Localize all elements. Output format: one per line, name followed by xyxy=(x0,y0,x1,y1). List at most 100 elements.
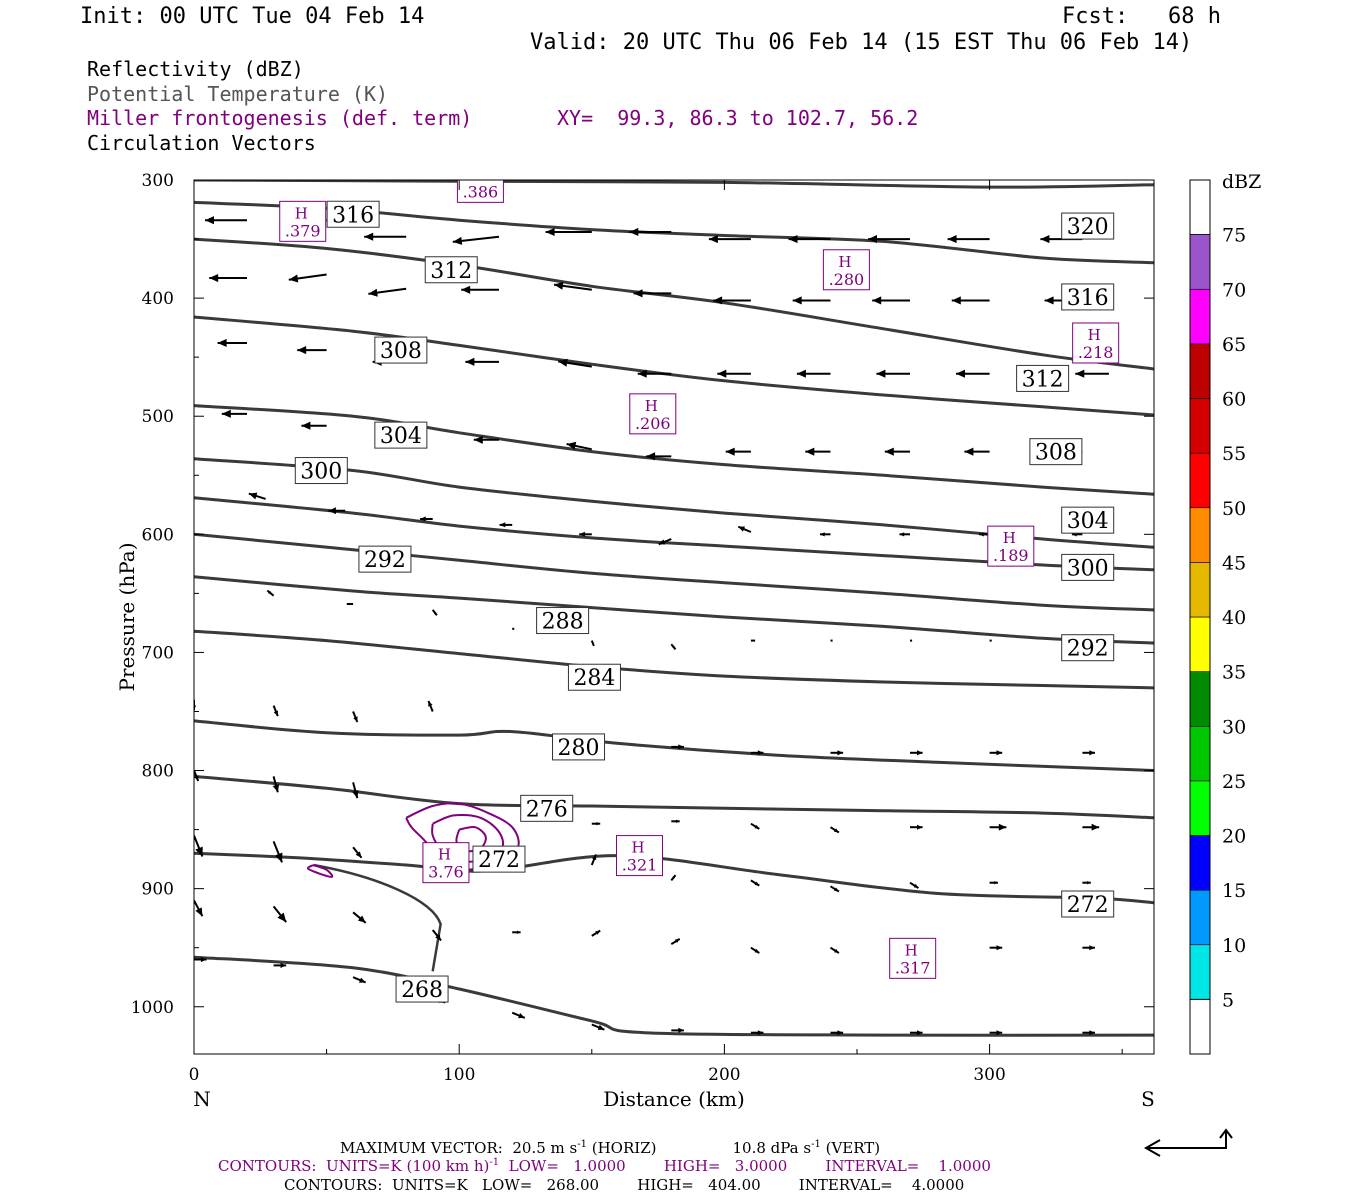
vector-head xyxy=(346,602,350,606)
wind-vector xyxy=(820,532,831,537)
x-tick-label: 200 xyxy=(708,1065,740,1085)
vector-head xyxy=(964,447,974,456)
colorbar-bin xyxy=(1189,234,1211,290)
vector-head xyxy=(1091,823,1100,831)
wind-vector xyxy=(658,538,672,546)
y-tick-label: 700 xyxy=(142,643,174,663)
theta-label-300: 300 xyxy=(1061,553,1115,581)
fronto-max-box xyxy=(822,249,870,291)
footer-max-vector: MAXIMUM VECTOR: 20.5 m s-1 (HORIZ) 10.8 d… xyxy=(340,1139,881,1157)
theta-label-text: 284 xyxy=(573,666,615,691)
vector-head xyxy=(805,447,815,456)
theta-label-text: 308 xyxy=(380,339,422,364)
y-tick-label: 1000 xyxy=(131,998,174,1018)
theta-contour-268 xyxy=(194,955,1154,1037)
vector-head xyxy=(917,824,923,830)
wind-vector xyxy=(1082,750,1095,756)
vector-head xyxy=(205,216,214,225)
vector-head xyxy=(301,421,311,430)
vector-head xyxy=(364,232,374,241)
y-tick-label: 500 xyxy=(142,407,174,427)
wind-vector xyxy=(352,976,367,984)
colorbar-bin xyxy=(1189,889,1211,946)
theta-label-text: 276 xyxy=(526,797,568,822)
wind-vector xyxy=(805,447,831,456)
colorbar-bin xyxy=(1189,835,1211,891)
fronto-max-h: H xyxy=(838,253,851,271)
wind-vector xyxy=(872,296,910,305)
fronto-max-h: H xyxy=(905,941,918,959)
x-left-label: N xyxy=(193,1087,211,1111)
vector-head xyxy=(951,296,961,305)
wind-vector xyxy=(670,938,681,946)
fronto-max-value: .321 xyxy=(622,856,658,875)
wind-vector xyxy=(194,900,204,917)
fronto-max-box xyxy=(1072,322,1120,364)
theta-contour-304 xyxy=(194,404,1154,496)
wind-vector xyxy=(205,216,247,225)
vector-head xyxy=(738,526,745,532)
theta-label-text: 320 xyxy=(1067,215,1109,240)
wind-vector xyxy=(670,643,677,651)
theta-contour-280 xyxy=(194,719,1154,772)
vector-head xyxy=(280,962,287,968)
theta-label-box xyxy=(472,845,526,873)
wind-vector xyxy=(194,957,207,963)
theta-label-text: 280 xyxy=(558,736,600,761)
vector-head xyxy=(996,945,1003,951)
forecast-hour: Fcst: 68 h xyxy=(1062,4,1221,29)
wind-vector xyxy=(829,946,840,954)
vector-head xyxy=(352,790,359,799)
wind-vector xyxy=(876,369,910,378)
wind-vector xyxy=(248,492,266,500)
vector-head xyxy=(516,930,521,934)
wind-vector xyxy=(217,338,247,347)
vector-head xyxy=(868,235,877,244)
vector-head xyxy=(796,369,806,378)
wind-vector xyxy=(545,227,592,236)
colorbar-tick-label: 30 xyxy=(1222,716,1246,738)
colorbar-bin xyxy=(1189,288,1211,345)
vector-head xyxy=(452,236,463,245)
wind-vector xyxy=(670,874,677,882)
fronto-max-value: .218 xyxy=(1078,343,1114,362)
fronto-max: H.321 xyxy=(616,835,664,877)
theta-contour-312 xyxy=(194,237,1154,371)
valid-time: Valid: 20 UTC Thu 06 Feb 14 (15 EST Thu … xyxy=(530,30,1193,55)
vector-head xyxy=(658,539,666,545)
vector-head xyxy=(353,716,358,722)
x-tick-label: 300 xyxy=(973,1065,1005,1085)
vector-head xyxy=(674,938,680,943)
colorbar-tick-label: 75 xyxy=(1222,225,1246,247)
colorbar-tick-label: 55 xyxy=(1222,443,1246,465)
wind-vector xyxy=(591,1023,605,1031)
wind-vector xyxy=(633,289,672,298)
theta-label-292: 292 xyxy=(358,545,412,573)
dbz-colorbar: 5 10 15 20 25 30 35 40 45 50 55 60 65 70 75 dBZ xyxy=(1189,171,1261,1055)
theta-label-308: 308 xyxy=(1029,438,1083,466)
footer-fronto-contours: CONTOURS: UNITS=K (100 km h)-1 LOW= 1.00… xyxy=(218,1157,991,1175)
reference-vector-icon xyxy=(1143,1128,1233,1157)
colorbar-bin xyxy=(1189,780,1211,836)
vector-head xyxy=(209,274,219,283)
wind-vector xyxy=(671,1027,684,1033)
wind-vector xyxy=(909,881,919,889)
vector-head xyxy=(725,447,735,456)
wind-vector xyxy=(750,822,760,830)
vector-head xyxy=(637,369,647,378)
vector-head xyxy=(1089,1030,1095,1036)
colorbar-tick-label: 60 xyxy=(1222,389,1246,411)
fronto-max: H.317 xyxy=(889,937,937,979)
theta-label-308: 308 xyxy=(374,336,428,364)
wind-vector xyxy=(431,929,442,942)
vector-head xyxy=(194,705,197,711)
colorbar-tick-label: 70 xyxy=(1222,279,1246,301)
vector-head xyxy=(629,227,639,236)
theta-label-312: 312 xyxy=(1016,364,1070,392)
wind-vector xyxy=(427,700,434,712)
colorbar-bin-bottom xyxy=(1189,998,1211,1055)
vector-head xyxy=(359,977,366,983)
theta-label-288: 288 xyxy=(536,607,590,635)
footer-theta-contours: CONTOURS: UNITS=K LOW= 268.00 HIGH= 404.… xyxy=(284,1176,965,1194)
theta-label-304: 304 xyxy=(374,421,428,449)
